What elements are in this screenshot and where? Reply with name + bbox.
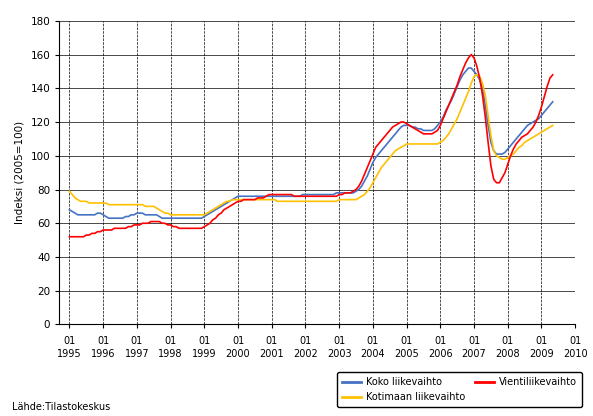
Text: 1999: 1999	[192, 349, 216, 359]
Text: 01: 01	[434, 336, 447, 346]
Text: 01: 01	[130, 336, 143, 346]
Text: 01: 01	[198, 336, 211, 346]
Text: 2003: 2003	[327, 349, 352, 359]
Text: 2001: 2001	[259, 349, 284, 359]
Text: 2006: 2006	[428, 349, 452, 359]
Text: 01: 01	[569, 336, 581, 346]
Text: 2002: 2002	[293, 349, 318, 359]
Text: 1996: 1996	[91, 349, 116, 359]
Text: Lähde:Tilastokeskus: Lähde:Tilastokeskus	[12, 402, 110, 412]
Text: 01: 01	[97, 336, 109, 346]
Text: 2005: 2005	[394, 349, 419, 359]
Text: 2008: 2008	[496, 349, 520, 359]
Text: 1998: 1998	[158, 349, 183, 359]
Text: 01: 01	[63, 336, 75, 346]
Text: 2000: 2000	[226, 349, 250, 359]
Text: 01: 01	[266, 336, 278, 346]
Text: 01: 01	[164, 336, 177, 346]
Text: 01: 01	[299, 336, 311, 346]
Y-axis label: Indeksi (2005=100): Indeksi (2005=100)	[15, 121, 25, 224]
Text: 01: 01	[232, 336, 244, 346]
Text: 01: 01	[366, 336, 379, 346]
Text: 2010: 2010	[563, 349, 588, 359]
Text: 01: 01	[400, 336, 413, 346]
Text: 01: 01	[502, 336, 514, 346]
Text: 01: 01	[333, 336, 345, 346]
Text: 2007: 2007	[462, 349, 486, 359]
Text: 1995: 1995	[57, 349, 82, 359]
Text: 2009: 2009	[529, 349, 554, 359]
Text: 1997: 1997	[125, 349, 149, 359]
Text: 01: 01	[468, 336, 480, 346]
Legend: Koko liikevaihto, Kotimaan liikevaihto, Vientiliikevaihto: Koko liikevaihto, Kotimaan liikevaihto, …	[337, 372, 582, 407]
Text: 2004: 2004	[361, 349, 385, 359]
Text: 01: 01	[535, 336, 547, 346]
